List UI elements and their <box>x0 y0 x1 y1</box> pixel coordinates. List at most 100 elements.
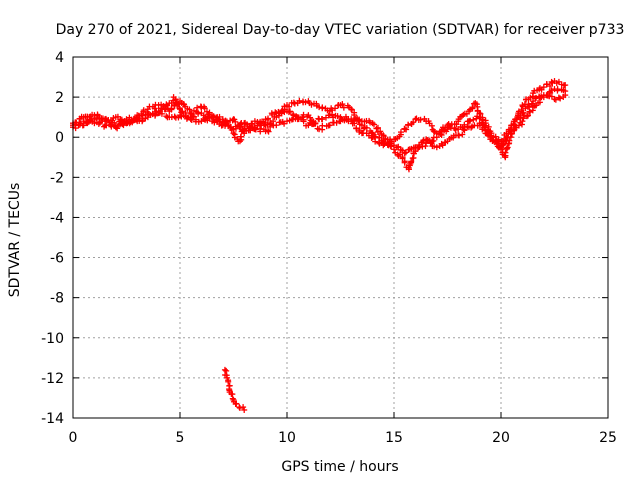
data-marker <box>371 133 378 140</box>
y-tick-label: -4 <box>50 210 64 226</box>
data-marker <box>348 106 355 113</box>
data-marker <box>236 404 243 411</box>
y-tick-label: -8 <box>50 291 64 307</box>
data-marker <box>260 119 267 126</box>
data-marker <box>319 116 326 123</box>
y-tick-label: -12 <box>41 371 64 387</box>
y-tick-labels: 4 2 0 -2 -4 -6 -8 -10 -12 -14 <box>41 50 64 427</box>
data-marker <box>438 127 445 134</box>
data-marker <box>363 124 370 131</box>
data-marker <box>204 117 211 124</box>
data-marker <box>408 158 415 165</box>
data-marker <box>470 116 477 123</box>
data-marker <box>95 120 102 127</box>
data-marker <box>334 113 341 120</box>
data-marker <box>397 129 404 136</box>
y-axis-label: SDTVAR / TECUs <box>7 183 23 298</box>
data-marker <box>152 111 159 118</box>
x-tick-label: 10 <box>278 430 296 446</box>
data-marker <box>401 159 408 166</box>
data-marker <box>295 116 302 123</box>
y-tick-label: -14 <box>41 411 64 427</box>
x-tick-label: 25 <box>599 430 617 446</box>
data-marker <box>200 115 207 122</box>
data-marker <box>526 108 533 115</box>
data-marker <box>187 110 194 117</box>
plot-frame <box>72 56 609 419</box>
data-marker <box>187 116 194 123</box>
data-marker <box>494 143 501 150</box>
data-marker <box>232 125 239 132</box>
data-marker <box>179 108 186 115</box>
data-marker <box>307 114 314 121</box>
data-marker <box>453 121 460 128</box>
data-marker <box>468 124 475 131</box>
data-marker <box>286 103 293 110</box>
data-marker <box>403 126 410 133</box>
data-marker <box>175 101 182 108</box>
data-marker <box>273 122 280 129</box>
data-marker <box>257 128 264 135</box>
data-marker <box>332 105 339 112</box>
data-marker <box>433 130 440 137</box>
data-marker <box>193 108 200 115</box>
data-marker <box>548 78 555 85</box>
data-marker <box>562 82 569 89</box>
data-marker <box>507 131 514 138</box>
data-marker <box>504 144 511 151</box>
data-marker <box>405 166 412 173</box>
data-marker <box>267 123 274 130</box>
data-marker <box>460 126 467 133</box>
data-marker <box>433 144 440 151</box>
data-marker <box>339 101 346 108</box>
data-marker <box>241 406 248 413</box>
data-marker <box>158 110 165 117</box>
x-tick-label: 0 <box>69 430 78 446</box>
data-marker <box>548 87 555 94</box>
data-marker <box>233 400 240 407</box>
data-marker <box>265 115 272 122</box>
data-marker <box>163 113 170 120</box>
data-marker <box>94 112 101 119</box>
data-marker <box>371 121 378 128</box>
data-marker <box>417 116 424 123</box>
data-marker <box>319 104 326 111</box>
data-marker <box>502 138 509 145</box>
data-marker <box>431 143 438 150</box>
data-marker <box>380 142 387 149</box>
data-marker <box>300 118 307 125</box>
data-marker <box>461 127 468 134</box>
data-marker <box>546 83 553 90</box>
data-marker <box>405 122 412 129</box>
data-marker <box>287 108 294 115</box>
data-marker <box>184 114 191 121</box>
data-marker <box>351 112 358 119</box>
data-marker <box>201 105 208 112</box>
data-marker <box>351 120 358 127</box>
data-marker <box>188 110 195 117</box>
data-marker <box>72 125 79 132</box>
data-marker <box>461 121 468 128</box>
grid-lines <box>73 57 608 418</box>
data-marker <box>395 143 402 150</box>
data-marker <box>252 126 259 133</box>
data-marker <box>444 122 451 129</box>
chart-title: Day 270 of 2021, Sidereal Day-to-day VTE… <box>56 22 625 38</box>
data-marker <box>151 105 158 112</box>
y-tick-label: -10 <box>41 331 64 347</box>
data-marker <box>520 109 527 116</box>
data-marker <box>492 133 499 140</box>
data-marker <box>225 377 232 384</box>
axis-ticks <box>72 56 609 419</box>
data-marker <box>540 84 547 91</box>
y-tick-label: -2 <box>50 170 64 186</box>
data-marker <box>171 113 178 120</box>
x-tick-label: 5 <box>176 430 185 446</box>
y-tick-label: -6 <box>50 251 64 267</box>
data-marker <box>229 395 236 402</box>
data-marker <box>525 112 532 119</box>
x-tick-labels: 0 5 10 15 20 25 <box>69 430 617 446</box>
data-marker <box>410 119 417 126</box>
